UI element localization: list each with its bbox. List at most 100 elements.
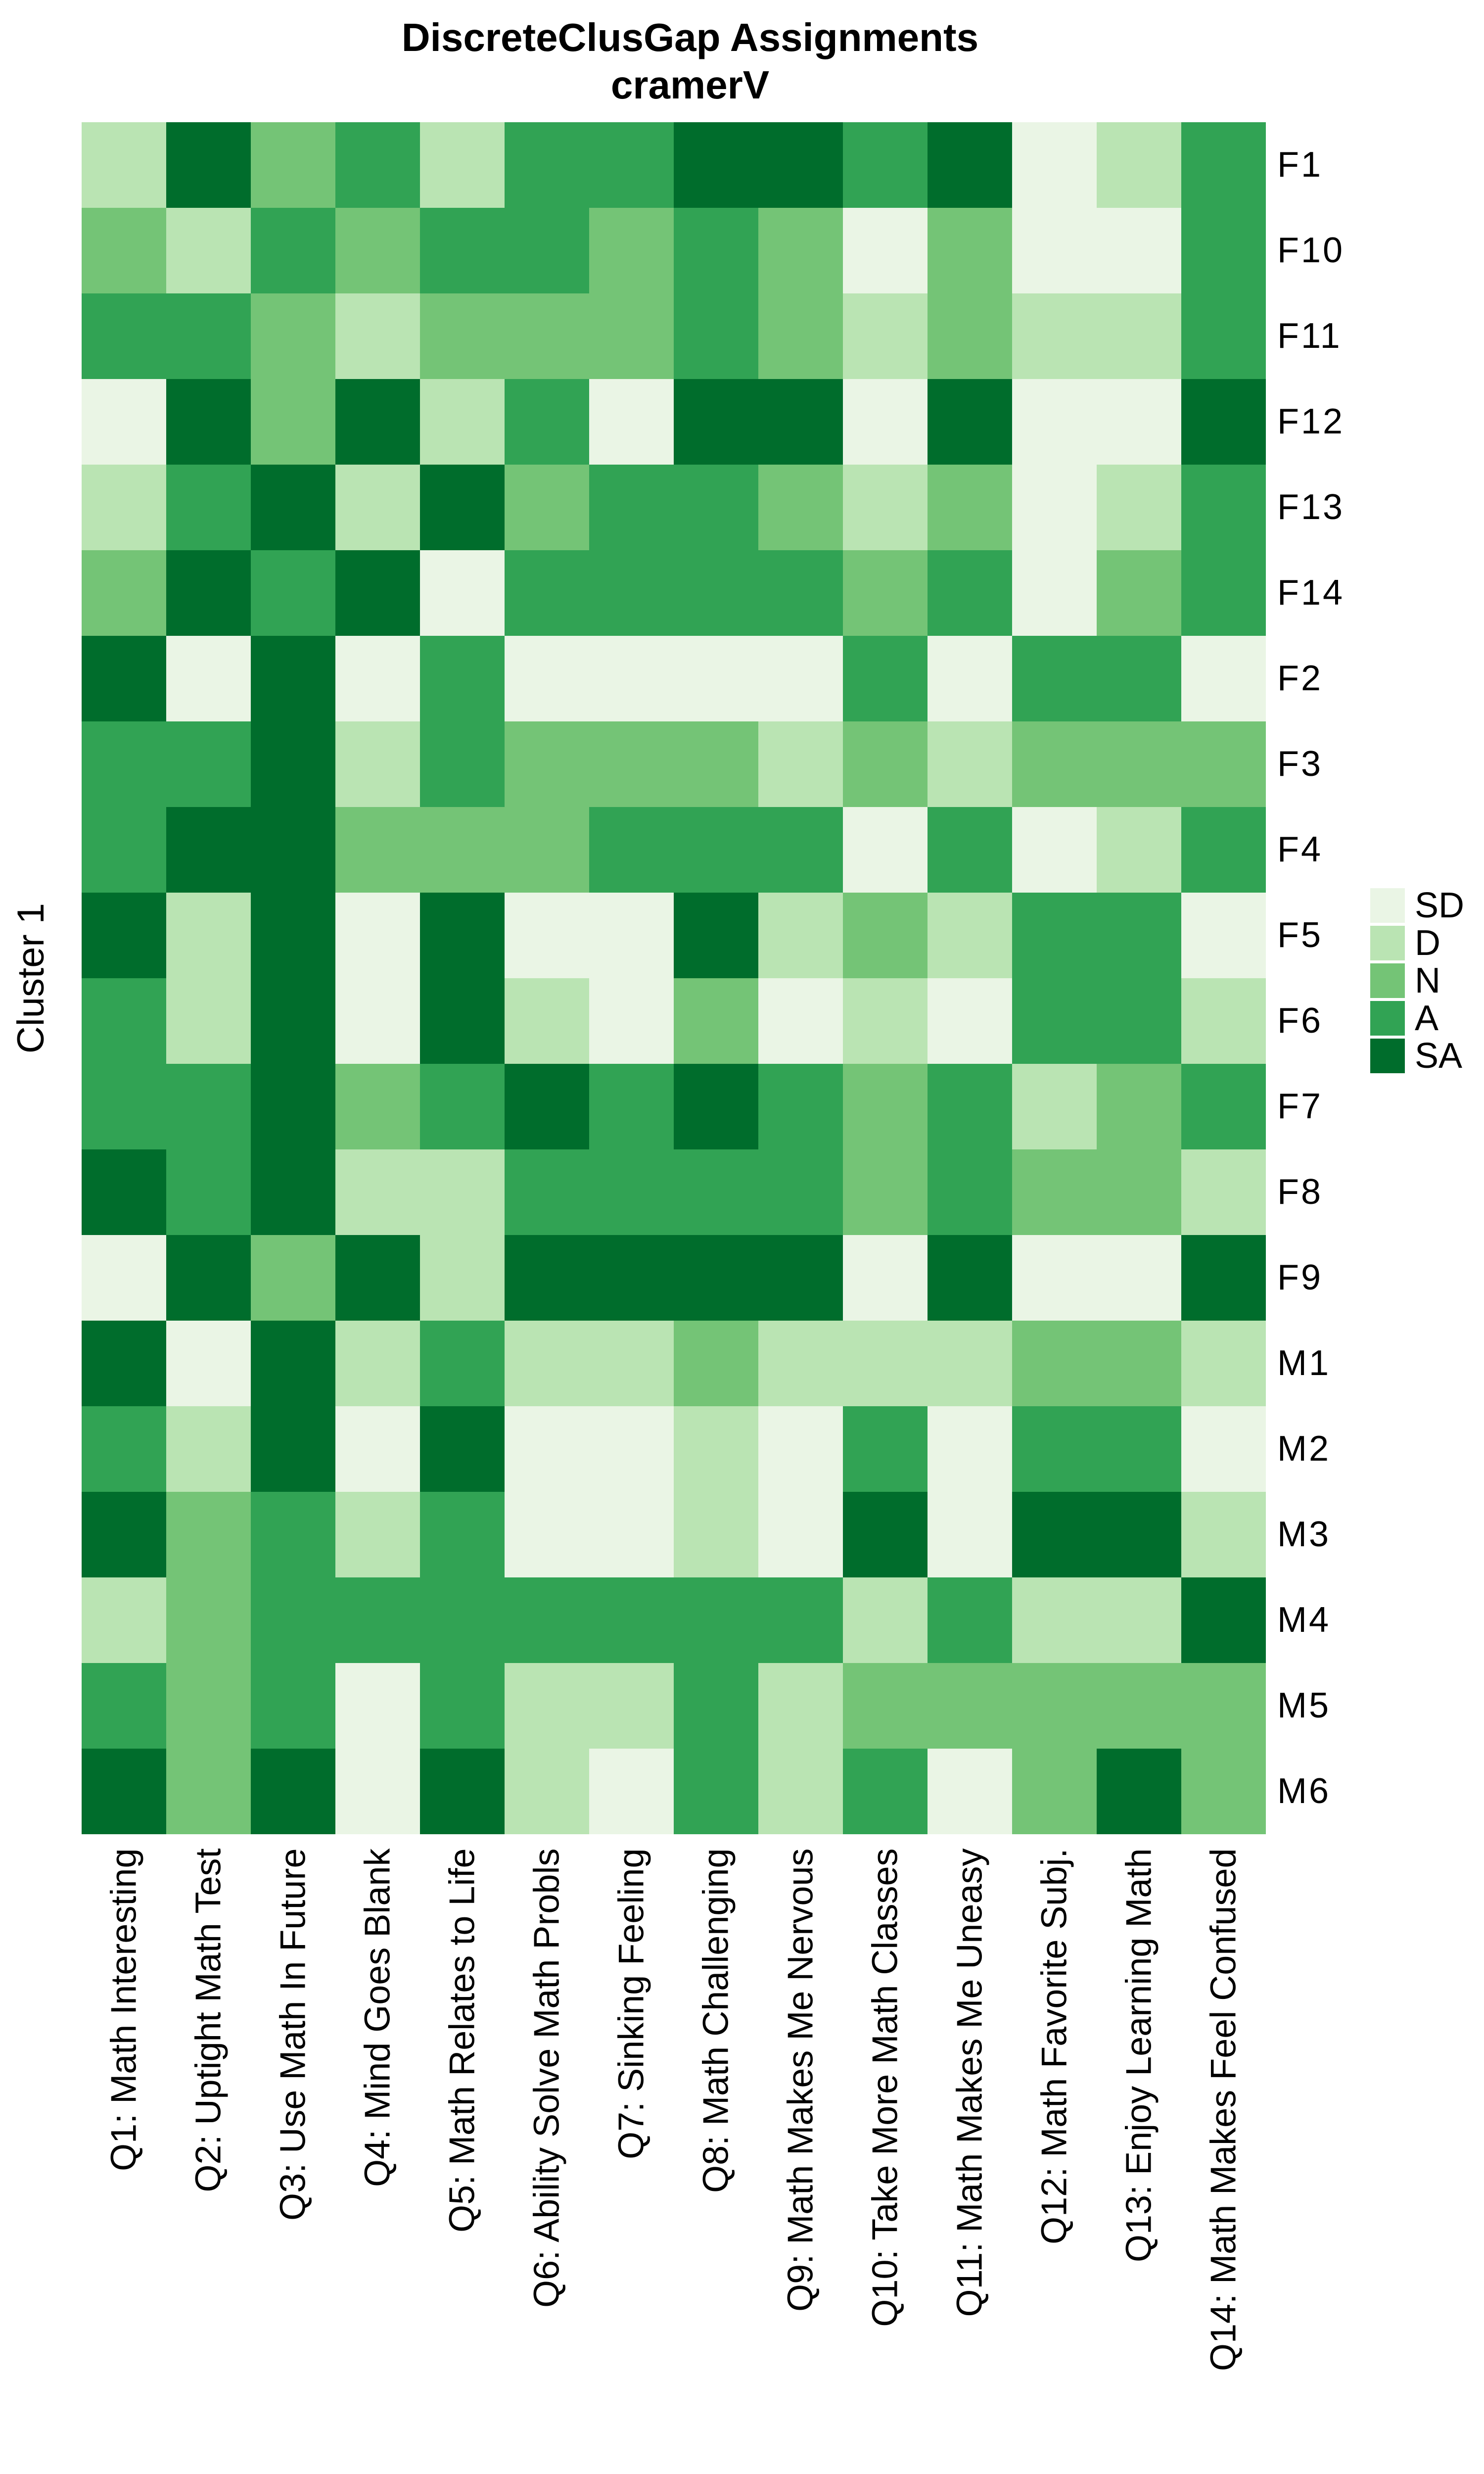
heatmap-cell [82, 208, 166, 293]
heatmap-cell [505, 1663, 589, 1749]
heatmap-cell [82, 465, 166, 550]
heatmap-cell [420, 465, 505, 550]
heatmap-cell [251, 1492, 335, 1577]
row-label: M2 [1277, 1429, 1331, 1469]
heatmap-cell [82, 550, 166, 636]
heatmap-cell [843, 807, 928, 893]
column-label: Q14: Math Makes Feel Confused [1204, 1848, 1243, 2371]
heatmap-cell [420, 550, 505, 636]
heatmap-cell [674, 550, 758, 636]
heatmap-cell [420, 1663, 505, 1749]
heatmap-cell [505, 293, 589, 379]
heatmap-cell [1181, 1235, 1266, 1321]
heatmap-cell [251, 465, 335, 550]
heatmap-cell [1181, 293, 1266, 379]
heatmap-cell [928, 636, 1012, 721]
heatmap-cell [589, 1406, 674, 1492]
y-axis-cluster-label: Cluster 1 [10, 903, 52, 1054]
heatmap-cell [420, 721, 505, 807]
heatmap-cell [1012, 1492, 1097, 1577]
row-label: M5 [1277, 1686, 1331, 1725]
heatmap-cell [589, 293, 674, 379]
heatmap-cell [166, 893, 251, 978]
heatmap-cell [674, 1492, 758, 1577]
column-label: Q8: Math Challenging [696, 1848, 736, 2193]
column-label: Q1: Math Interesting [104, 1848, 143, 2171]
heatmap-cell [674, 465, 758, 550]
heatmap-cell [674, 1406, 758, 1492]
heatmap-cell [505, 208, 589, 293]
heatmap-cell [82, 293, 166, 379]
legend-swatch [1370, 888, 1405, 923]
heatmap-cell [82, 1749, 166, 1834]
column-label: Q5: Math Relates to Life [442, 1848, 482, 2233]
heatmap-cell [758, 636, 843, 721]
heatmap-cell [1097, 978, 1181, 1064]
heatmap-cell [843, 636, 928, 721]
heatmap-cell [1181, 893, 1266, 978]
heatmap-cell [82, 1663, 166, 1749]
heatmap-cell [758, 379, 843, 465]
column-label: Q12: Math Favorite Subj. [1034, 1848, 1074, 2244]
heatmap-cell [420, 1235, 505, 1321]
heatmap-cell [758, 1577, 843, 1663]
heatmap-cell [758, 293, 843, 379]
heatmap-cell [420, 1577, 505, 1663]
heatmap-cell [1097, 1235, 1181, 1321]
heatmap-cell [674, 122, 758, 208]
heatmap-cell [1012, 721, 1097, 807]
heatmap-cell [505, 893, 589, 978]
heatmap-cell [420, 636, 505, 721]
heatmap-cell [166, 1149, 251, 1235]
heatmap-cell [1181, 1492, 1266, 1577]
heatmap-cell [505, 1406, 589, 1492]
heatmap-cell [758, 1149, 843, 1235]
heatmap-cell [251, 1577, 335, 1663]
heatmap-cell [674, 1064, 758, 1149]
heatmap-cell [843, 1235, 928, 1321]
row-label: F12 [1277, 402, 1345, 441]
heatmap-cell [843, 208, 928, 293]
heatmap-cell [166, 1064, 251, 1149]
heatmap-cell [1181, 379, 1266, 465]
heatmap-cell [82, 1149, 166, 1235]
heatmap-cell [166, 1406, 251, 1492]
heatmap-cell [928, 1663, 1012, 1749]
row-label: F1 [1277, 145, 1323, 185]
heatmap-cell [589, 1577, 674, 1663]
heatmap-cell [335, 807, 420, 893]
heatmap-cell [251, 1321, 335, 1406]
heatmap-cell [505, 1149, 589, 1235]
heatmap-cell [335, 1577, 420, 1663]
heatmap-cell [928, 978, 1012, 1064]
heatmap-cell [251, 379, 335, 465]
heatmap-cell [674, 1749, 758, 1834]
heatmap-cell [420, 1064, 505, 1149]
heatmap-cell [251, 550, 335, 636]
heatmap-cell [1012, 465, 1097, 550]
heatmap-cell [589, 893, 674, 978]
heatmap-cell [758, 1492, 843, 1577]
heatmap-cell [251, 721, 335, 807]
heatmap-cell [505, 807, 589, 893]
heatmap-cell [166, 293, 251, 379]
heatmap-cell [589, 1064, 674, 1149]
heatmap-cell [505, 978, 589, 1064]
heatmap-cell [589, 807, 674, 893]
column-label: Q13: Enjoy Learning Math [1119, 1848, 1159, 2262]
heatmap-cell [843, 1663, 928, 1749]
heatmap-cell [505, 1235, 589, 1321]
heatmap-cell [674, 1149, 758, 1235]
heatmap-cell [928, 1064, 1012, 1149]
heatmap-cell [166, 208, 251, 293]
heatmap-cell [843, 293, 928, 379]
heatmap-cell [420, 978, 505, 1064]
heatmap-cell [589, 1235, 674, 1321]
heatmap-cell [1012, 379, 1097, 465]
heatmap-cell [1012, 293, 1097, 379]
heatmap-cell [1181, 1149, 1266, 1235]
heatmap-cell [335, 550, 420, 636]
heatmap-cell [335, 1064, 420, 1149]
heatmap-cell [166, 721, 251, 807]
heatmap-cell [843, 379, 928, 465]
